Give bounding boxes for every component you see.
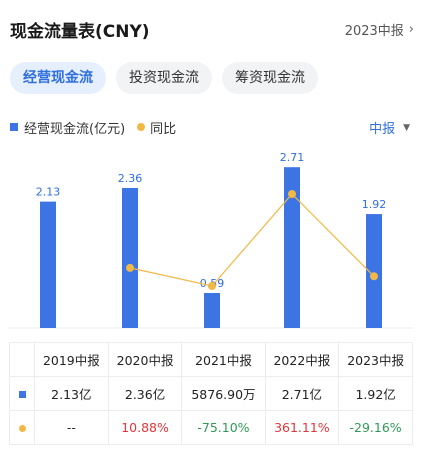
table-header-cell: 2023中报: [338, 342, 413, 377]
cashflow-row-marker: [9, 376, 35, 411]
bar-2022中报[interactable]: [284, 167, 300, 328]
table-cell: 5876.90万: [181, 376, 266, 411]
line-series-marker: [18, 425, 26, 432]
tab-operating-cashflow[interactable]: 经营现金流: [10, 62, 106, 94]
bar-value-label: 2.13: [36, 186, 61, 199]
period-type-dropdown[interactable]: 中报 ▼: [369, 118, 410, 137]
yoy-point[interactable]: [288, 190, 296, 198]
chevron-right-icon: ›: [408, 22, 414, 37]
report-period-label: 2023中报: [344, 24, 404, 39]
table-corner-cell: [9, 342, 35, 377]
bar-2020中报[interactable]: [122, 187, 138, 328]
table-cell: 2.13亿: [34, 376, 109, 411]
bar-2021中报[interactable]: [204, 292, 220, 328]
table-cell: 1.92亿: [338, 376, 413, 411]
period-type-label: 中报: [369, 122, 396, 137]
bar-series-marker: [18, 391, 26, 398]
page-title: 现金流量表(CNY): [10, 22, 150, 42]
bar-value-label: 1.92: [362, 198, 387, 211]
line-legend-label: 同比: [150, 121, 177, 137]
yoy-row-marker: [9, 410, 35, 445]
table-header-cell: 2020中报: [107, 342, 183, 377]
tab-investing-cashflow[interactable]: 投资现金流: [116, 62, 212, 94]
cashflow-chart: 2.132.360.592.711.92: [8, 151, 414, 329]
yoy-point[interactable]: [208, 282, 216, 290]
table-cell: 2.36亿: [107, 376, 183, 411]
table-cell-yoy: -75.10%: [181, 410, 266, 445]
caret-down-icon: ▼: [403, 122, 410, 133]
table-header-cell: 2022中报: [264, 342, 340, 377]
tab-financing-cashflow[interactable]: 筹资现金流: [222, 62, 318, 94]
chart-legend: 经营现金流(亿元) 同比: [10, 118, 177, 137]
table-header-row: 2019中报 2020中报 2021中报 2022中报 2023中报: [9, 342, 413, 377]
bar-legend-label: 经营现金流(亿元): [24, 121, 126, 137]
yoy-point[interactable]: [126, 263, 134, 272]
table-header-cell: 2021中报: [181, 342, 266, 377]
bar-legend-swatch: [10, 123, 18, 131]
table-cell-yoy: 361.11%: [264, 410, 340, 445]
line-legend-swatch: [137, 123, 146, 131]
table-row-cashflow: 2.13亿 2.36亿 5876.90万 2.71亿 1.92亿: [9, 376, 413, 411]
cashflow-tabs: 经营现金流 投资现金流 筹资现金流: [10, 62, 318, 94]
bar-value-label: 2.71: [280, 151, 305, 164]
cashflow-table: 2019中报 2020中报 2021中报 2022中报 2023中报 2.13亿…: [9, 342, 413, 445]
bar-2019中报[interactable]: [40, 201, 56, 328]
yoy-line: [129, 193, 375, 287]
bar-2023中报[interactable]: [366, 214, 382, 328]
table-cell-yoy: 10.88%: [107, 410, 183, 445]
table-header-cell: 2019中报: [34, 342, 109, 377]
report-period-link[interactable]: 2023中报 ›: [345, 20, 414, 39]
yoy-point[interactable]: [370, 272, 378, 281]
bar-value-label: 2.36: [118, 172, 143, 185]
table-cell-yoy: --: [34, 410, 109, 445]
table-row-yoy: -- 10.88% -75.10% 361.11% -29.16%: [9, 410, 413, 445]
table-cell: 2.71亿: [264, 376, 340, 411]
table-cell-yoy: -29.16%: [338, 410, 413, 445]
header: 现金流量表(CNY) 2023中报 ›: [0, 0, 422, 56]
